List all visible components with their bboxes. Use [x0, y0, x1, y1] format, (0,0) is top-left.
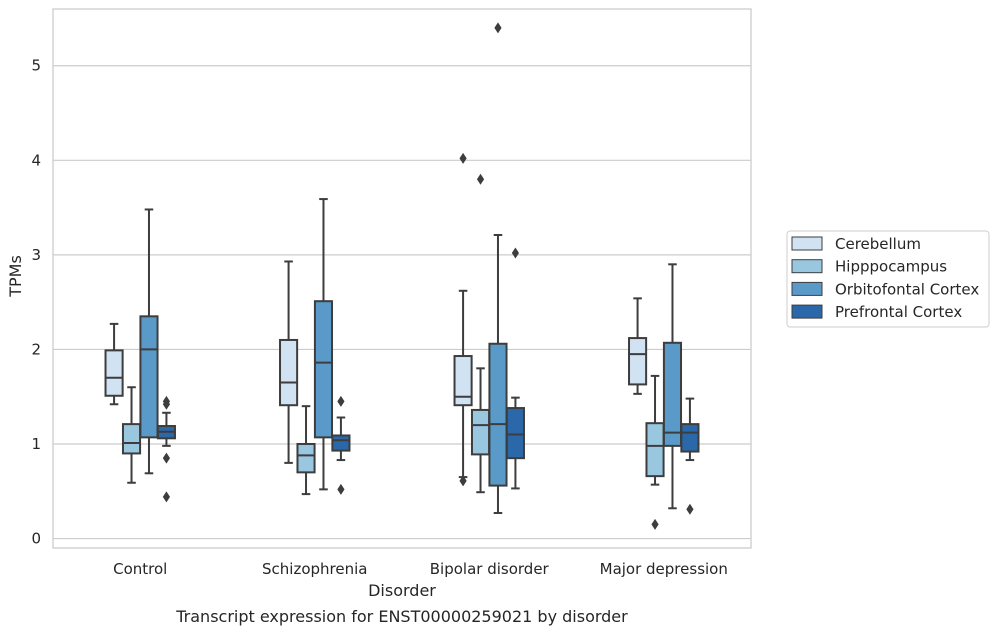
box-iqr — [488, 342, 508, 487]
box-group — [331, 395, 351, 495]
outlier-point — [459, 152, 467, 164]
box-iqr — [121, 423, 142, 455]
boxes-layer — [104, 22, 700, 530]
box-group — [453, 152, 473, 487]
outlier-point — [337, 395, 345, 407]
y-tick-label: 1 — [31, 435, 41, 453]
legend-swatch — [791, 236, 823, 251]
box-iqr — [104, 349, 124, 397]
box-iqr — [296, 442, 316, 474]
outlier-point — [651, 518, 659, 530]
legend: Cerebellum Hipppocampus Orbitofontal Corte… — [786, 230, 990, 328]
box-group — [645, 374, 665, 530]
y-tick-label: 0 — [31, 530, 41, 548]
box-group — [296, 405, 316, 496]
legend-label: Hipppocampus — [835, 258, 947, 276]
legend-swatch — [791, 259, 823, 274]
plot-area-frame — [52, 8, 752, 549]
legend-label: Prefrontal Cortex — [835, 303, 962, 321]
box-iqr — [331, 434, 351, 452]
x-axis-title: Disorder — [368, 581, 436, 600]
outlier-point — [476, 173, 485, 185]
outlier-point — [162, 395, 171, 407]
box-group — [470, 173, 491, 494]
box-iqr — [139, 315, 159, 439]
legend-swatch — [791, 304, 823, 319]
grid-lines — [53, 65, 751, 540]
x-tick-labels: Control Schizophrenia Bipolar disorder Majo… — [113, 560, 728, 578]
box-group — [104, 322, 124, 406]
box-group — [488, 22, 508, 515]
box-group — [662, 263, 683, 510]
outlier-point — [511, 247, 520, 259]
box-group — [505, 247, 525, 490]
legend-label: Orbitofontal Cortex — [835, 280, 979, 298]
legend-frame — [786, 230, 990, 328]
box-group — [313, 198, 334, 491]
box-iqr — [313, 300, 334, 439]
box-iqr — [645, 422, 665, 478]
box-iqr — [453, 355, 473, 407]
outlier-point — [337, 483, 345, 495]
box-group — [628, 297, 648, 395]
box-iqr — [279, 338, 299, 407]
box-iqr — [470, 408, 491, 456]
legend-label: Cerebellum — [835, 235, 921, 253]
box-group — [156, 395, 176, 503]
y-tick-label: 2 — [31, 340, 41, 358]
outlier-point — [494, 22, 502, 34]
y-tick-label: 3 — [31, 246, 41, 264]
x-tick-label: Schizophrenia — [262, 560, 367, 578]
box-group — [680, 397, 700, 515]
box-group — [279, 260, 299, 464]
box-iqr — [505, 407, 525, 460]
y-tick-label: 5 — [31, 57, 41, 75]
outlier-point — [459, 475, 467, 487]
box-group — [121, 386, 142, 484]
legend-swatch — [791, 281, 823, 296]
y-axis-title: TPMs — [6, 255, 25, 298]
chart-title: Transcript expression for ENST0000025902… — [175, 607, 628, 626]
x-tick-label: Control — [113, 560, 167, 578]
box-iqr — [680, 423, 700, 453]
outlier-point — [162, 452, 171, 464]
y-tick-label: 4 — [31, 151, 41, 169]
box-group — [139, 208, 159, 475]
x-tick-label: Bipolar disorder — [430, 560, 550, 578]
box-iqr — [628, 337, 648, 386]
box-iqr — [662, 341, 683, 447]
x-tick-label: Major depression — [600, 560, 728, 578]
outlier-point — [162, 491, 171, 503]
outlier-point — [686, 503, 694, 515]
y-tick-labels: 0 1 2 3 4 5 — [31, 57, 41, 548]
